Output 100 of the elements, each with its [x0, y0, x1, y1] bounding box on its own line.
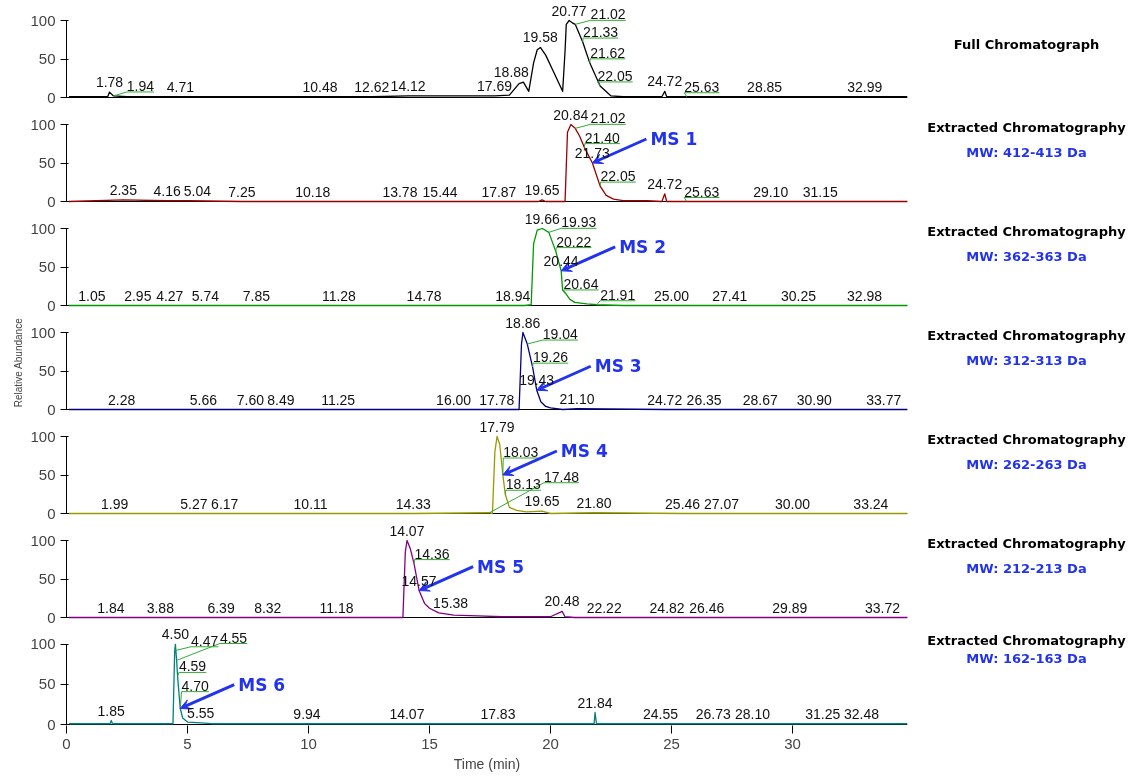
- annotation: 14.12: [390, 77, 426, 94]
- annotation: 4.47: [190, 632, 219, 649]
- y-tick-label: 100: [30, 323, 56, 341]
- annotation: 30.25: [780, 287, 817, 304]
- annotation: 21.62: [590, 44, 626, 61]
- y-tick-label: 50: [38, 154, 56, 171]
- annotation: 27.41: [712, 287, 748, 304]
- annotation: 11.25: [321, 391, 356, 408]
- y-tick-label: 100: [30, 427, 56, 445]
- annotation: 1.05: [78, 287, 106, 304]
- annotation: 6.17: [211, 495, 239, 512]
- annotation: 8.49: [267, 391, 295, 408]
- annotation: 25.00: [653, 287, 690, 304]
- annotation: 14.07: [389, 522, 425, 539]
- text: MW: 212-213 Da: [966, 561, 1087, 577]
- annotation: 33.77: [866, 391, 902, 408]
- y-tick-label: 0: [47, 608, 56, 626]
- annotation: 19.04: [542, 326, 578, 343]
- x-tick-label: 30: [784, 734, 801, 752]
- y-tick-label: 50: [38, 466, 56, 483]
- annotation: 26.46: [689, 599, 725, 616]
- y-tick-label: 50: [38, 258, 56, 275]
- annotation: 12.62: [354, 78, 390, 95]
- annotation: 18.86: [505, 314, 541, 331]
- y-tick-label: 100: [30, 531, 56, 549]
- annotation: 20.77: [551, 2, 587, 19]
- annotation: 1.99: [100, 495, 129, 512]
- y-tick-label: 0: [47, 192, 56, 210]
- y-tick-label: 0: [47, 400, 56, 418]
- annotation: 1.84: [97, 599, 125, 616]
- annotation: 10.48: [302, 78, 338, 95]
- annotation: 10.11: [293, 495, 328, 512]
- annotation: 6.39: [207, 599, 235, 616]
- y-tick-label: 50: [38, 362, 56, 379]
- text: MS 1: [650, 129, 698, 149]
- annotation: 22.05: [600, 168, 636, 185]
- y-tick-label: 0: [47, 88, 56, 106]
- x-tick-label: 15: [421, 734, 438, 752]
- text: MW: 312-313 Da: [966, 353, 1087, 369]
- annotation: 13.78: [382, 183, 418, 200]
- annotation: 4.50: [161, 626, 190, 643]
- annotation: 19.65: [524, 493, 560, 510]
- text: Extracted Chromatography: [927, 224, 1127, 240]
- annotation: 7.25: [228, 183, 256, 200]
- annotation: 24.55: [643, 705, 679, 722]
- annotation: 11.18: [319, 599, 354, 616]
- annotation: 21.02: [590, 110, 626, 127]
- y-tick-label: 100: [30, 219, 56, 237]
- y-tick-label: 0: [47, 504, 56, 522]
- annotation: 3.88: [146, 599, 175, 616]
- annotation: 33.24: [853, 495, 889, 512]
- annotation: 14.33: [395, 495, 431, 512]
- annotation: 25.46: [665, 495, 701, 512]
- annotation: 25.63: [684, 78, 720, 95]
- annotation: 28.85: [747, 78, 783, 95]
- annotation: 20.84: [553, 106, 589, 123]
- annotation: 4.59: [178, 658, 207, 675]
- annotation: 21.84: [577, 694, 613, 711]
- annotation: 26.73: [695, 705, 732, 722]
- annotation: 2.28: [107, 391, 136, 408]
- annotation: 15.38: [433, 594, 469, 611]
- annotation: 15.44: [422, 183, 458, 200]
- text: MS 2: [619, 236, 667, 257]
- annotation: 28.10: [734, 705, 771, 722]
- x-tick-label: 0: [62, 734, 71, 752]
- y-tick-label: 100: [30, 635, 56, 653]
- annotation: 24.82: [649, 599, 685, 616]
- annotation: 29.89: [772, 599, 808, 616]
- annotation: 21.91: [600, 286, 636, 303]
- annotation: 17.83: [480, 705, 516, 722]
- annotation: 20.64: [563, 275, 599, 292]
- annotation: 14.36: [414, 545, 450, 562]
- annotation: 4.70: [181, 677, 210, 694]
- y-tick-label: 50: [38, 570, 56, 587]
- annotation: 19.65: [524, 181, 560, 198]
- text: MW: 262-263 Da: [966, 457, 1087, 473]
- annotation: 17.78: [479, 391, 515, 408]
- text: Extracted Chromatography: [927, 536, 1127, 552]
- annotation: 33.72: [864, 599, 901, 616]
- x-tick-label: 20: [542, 734, 559, 752]
- x-tick-label: 25: [663, 734, 680, 752]
- annotation: 14.78: [406, 287, 442, 304]
- annotation: 1.94: [126, 77, 155, 94]
- annotation: 9.94: [293, 705, 321, 722]
- annotation: 5.04: [183, 182, 212, 199]
- annotation: 4.55: [219, 629, 248, 646]
- text: MS 5: [477, 556, 525, 577]
- annotation: 31.15: [802, 183, 839, 200]
- annotation: 4.16: [153, 182, 181, 199]
- annotation: 28.67: [742, 391, 778, 408]
- text: MS 4: [560, 441, 608, 461]
- x-axis-title: Time (min): [453, 755, 521, 772]
- annotation: 30.00: [774, 495, 811, 512]
- annotation: 30.90: [796, 391, 832, 408]
- annotation: 7.85: [242, 287, 271, 304]
- annotation: 1.78: [95, 74, 124, 91]
- annotation: 24.72: [647, 391, 683, 408]
- text: Extracted Chromatography: [927, 328, 1127, 344]
- series-label: MS 3: [594, 356, 642, 377]
- annotation: 17.79: [479, 418, 515, 435]
